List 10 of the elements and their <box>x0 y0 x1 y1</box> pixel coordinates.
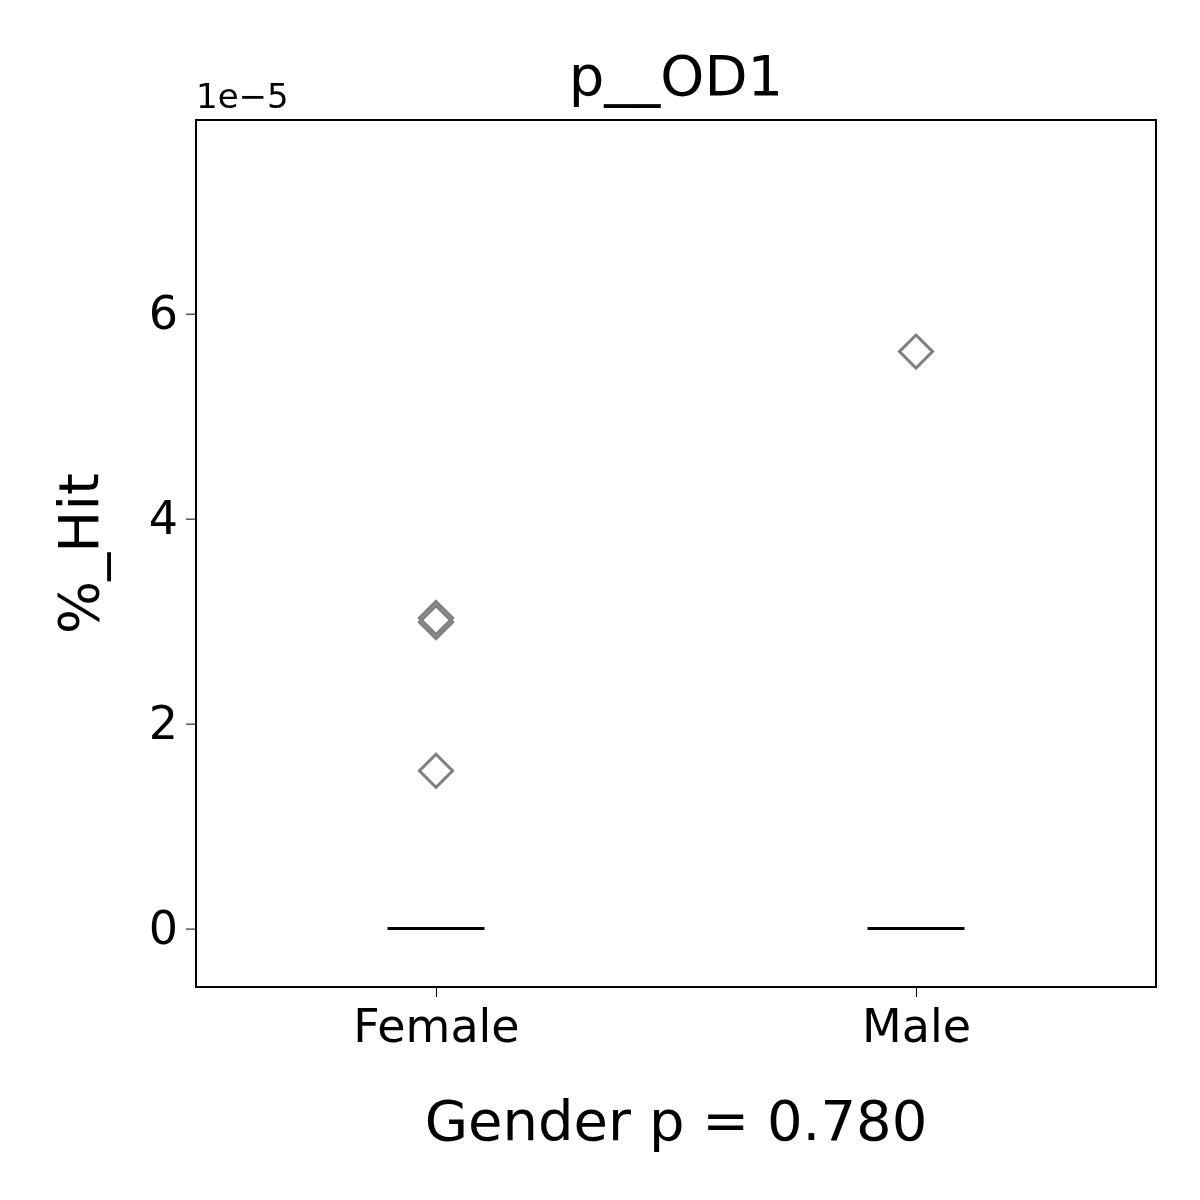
chart-title: p__OD1 <box>568 43 784 108</box>
x-axis-title: Gender p = 0.780 <box>424 1088 928 1153</box>
y-tick-label: 0 <box>148 900 178 955</box>
y-tick-label: 6 <box>148 285 178 340</box>
text: 1e−5 <box>196 76 289 116</box>
y-tick-label: 4 <box>148 490 178 545</box>
y-tick-label: 2 <box>148 695 178 750</box>
y-axis-title: %_Hit <box>46 473 111 634</box>
x-tick-label: Male <box>862 998 971 1053</box>
x-tick-label: Female <box>353 998 520 1053</box>
